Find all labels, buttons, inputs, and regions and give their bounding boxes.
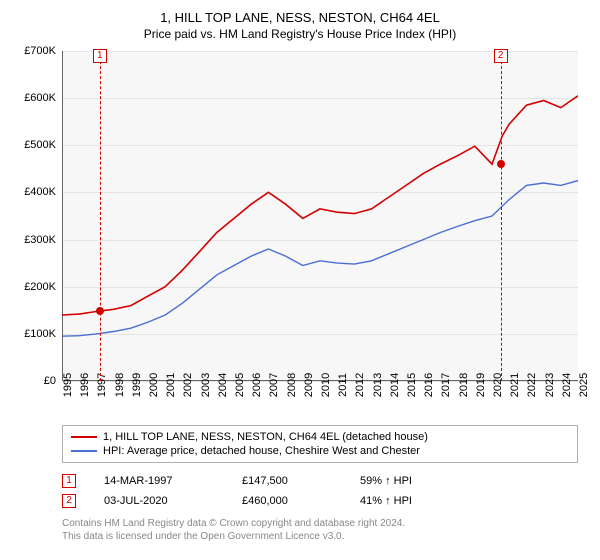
x-tick-label: 2008 bbox=[286, 373, 298, 397]
x-tick-label: 2018 bbox=[458, 373, 470, 397]
chart-plot: £0£100K£200K£300K£400K£500K£600K£700K199… bbox=[62, 51, 578, 381]
marker-dot bbox=[497, 160, 505, 168]
x-tick-label: 1995 bbox=[62, 373, 74, 397]
x-tick-label: 2019 bbox=[475, 373, 487, 397]
event-price: £460,000 bbox=[242, 495, 332, 507]
x-tick-label: 2009 bbox=[303, 373, 315, 397]
x-tick-label: 2025 bbox=[578, 373, 590, 397]
x-tick-label: 2004 bbox=[217, 373, 229, 397]
footer-line: This data is licensed under the Open Gov… bbox=[62, 530, 582, 543]
x-tick-label: 2002 bbox=[182, 373, 194, 397]
y-tick-label: £100K bbox=[24, 328, 56, 340]
annotation-line-1 bbox=[100, 51, 101, 381]
event-delta: 41% ↑ HPI bbox=[360, 495, 412, 507]
x-tick-label: 1996 bbox=[79, 373, 91, 397]
legend-label: 1, HILL TOP LANE, NESS, NESTON, CH64 4EL… bbox=[103, 431, 428, 443]
x-tick-label: 2001 bbox=[165, 373, 177, 397]
legend: 1, HILL TOP LANE, NESS, NESTON, CH64 4EL… bbox=[62, 425, 578, 463]
x-tick-label: 2021 bbox=[509, 373, 521, 397]
x-tick-label: 2012 bbox=[354, 373, 366, 397]
x-tick-label: 2010 bbox=[320, 373, 332, 397]
events-table: 1 14-MAR-1997 £147,500 59% ↑ HPI 2 03-JUL-202… bbox=[62, 471, 582, 511]
event-date: 14-MAR-1997 bbox=[104, 475, 214, 487]
legend-swatch bbox=[71, 450, 97, 452]
legend-label: HPI: Average price, detached house, Ches… bbox=[103, 445, 420, 457]
x-tick-label: 2013 bbox=[372, 373, 384, 397]
event-row: 2 03-JUL-2020 £460,000 41% ↑ HPI bbox=[62, 491, 582, 511]
x-tick-label: 2015 bbox=[406, 373, 418, 397]
x-tick-label: 2016 bbox=[423, 373, 435, 397]
x-tick-label: 2024 bbox=[561, 373, 573, 397]
annotation-box-2: 2 bbox=[494, 49, 508, 63]
y-tick-label: £400K bbox=[24, 186, 56, 198]
event-row: 1 14-MAR-1997 £147,500 59% ↑ HPI bbox=[62, 471, 582, 491]
footer-attribution: Contains HM Land Registry data © Crown c… bbox=[62, 517, 582, 543]
chart-title: 1, HILL TOP LANE, NESS, NESTON, CH64 4EL bbox=[18, 10, 582, 25]
x-tick-label: 1999 bbox=[131, 373, 143, 397]
x-tick-label: 2011 bbox=[337, 373, 349, 397]
y-tick-label: £500K bbox=[24, 139, 56, 151]
annotation-line-2 bbox=[501, 51, 502, 381]
y-tick-label: £200K bbox=[24, 281, 56, 293]
x-tick-label: 2020 bbox=[492, 373, 504, 397]
event-id-box: 1 bbox=[62, 474, 76, 488]
x-tick-label: 2003 bbox=[200, 373, 212, 397]
x-tick-label: 2014 bbox=[389, 373, 401, 397]
event-delta: 59% ↑ HPI bbox=[360, 475, 412, 487]
footer-line: Contains HM Land Registry data © Crown c… bbox=[62, 517, 582, 530]
legend-item: HPI: Average price, detached house, Ches… bbox=[71, 444, 569, 458]
x-tick-label: 1998 bbox=[114, 373, 126, 397]
x-tick-label: 2006 bbox=[251, 373, 263, 397]
marker-dot bbox=[96, 307, 104, 315]
event-price: £147,500 bbox=[242, 475, 332, 487]
legend-swatch bbox=[71, 436, 97, 438]
y-tick-label: £300K bbox=[24, 234, 56, 246]
x-tick-label: 2023 bbox=[544, 373, 556, 397]
x-tick-label: 2005 bbox=[234, 373, 246, 397]
x-tick-label: 2000 bbox=[148, 373, 160, 397]
y-tick-label: £600K bbox=[24, 92, 56, 104]
y-tick-label: £0 bbox=[44, 375, 56, 387]
annotation-box-1: 1 bbox=[93, 49, 107, 63]
x-tick-label: 2017 bbox=[440, 373, 452, 397]
legend-item: 1, HILL TOP LANE, NESS, NESTON, CH64 4EL… bbox=[71, 430, 569, 444]
y-tick-label: £700K bbox=[24, 45, 56, 57]
event-date: 03-JUL-2020 bbox=[104, 495, 214, 507]
chart-subtitle: Price paid vs. HM Land Registry's House … bbox=[18, 27, 582, 41]
event-id-box: 2 bbox=[62, 494, 76, 508]
x-tick-label: 1997 bbox=[96, 373, 108, 397]
x-tick-label: 2022 bbox=[526, 373, 538, 397]
x-tick-label: 2007 bbox=[268, 373, 280, 397]
